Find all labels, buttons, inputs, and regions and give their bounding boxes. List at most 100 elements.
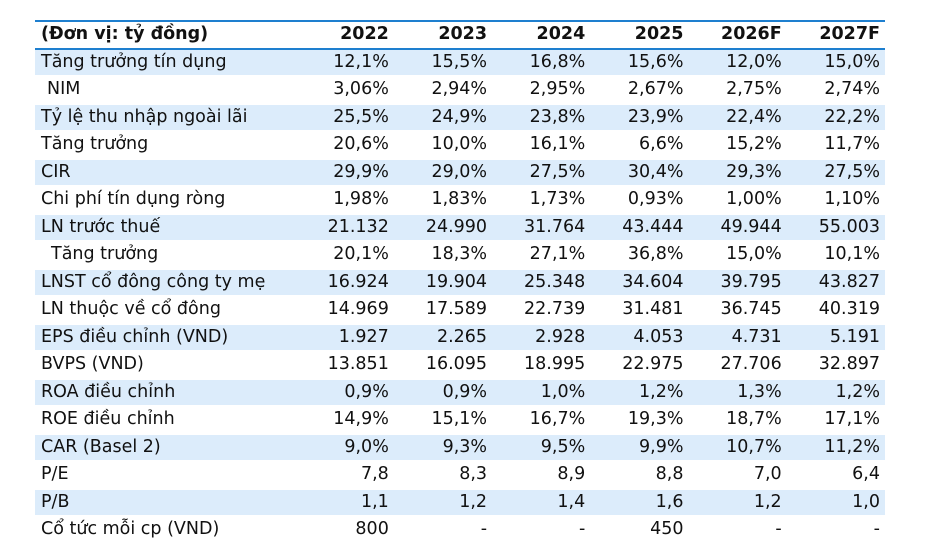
cell-value: 8,8	[590, 461, 689, 490]
cell-value: 40.319	[786, 296, 885, 325]
table-row: LNST cổ đông công ty mẹ 16.924 19.904 25.34…	[35, 268, 885, 297]
table-row: ROA điều chỉnh 0,9% 0,9% 1,0% 1,2% 1,3% 1,2%	[35, 378, 885, 407]
table-row: P/E 7,8 8,3 8,9 8,8 7,0 6,4	[35, 461, 885, 490]
cell-value: 17.589	[393, 296, 493, 325]
cell-value: 24.990	[393, 213, 493, 242]
cell-value: 1,0	[786, 488, 885, 517]
cell-value: 1,2%	[786, 378, 885, 407]
cell-value: 15,5%	[393, 48, 493, 77]
table-row: NIM 3,06% 2,94% 2,95% 2,67% 2,75% 2,74%	[35, 76, 885, 105]
cell-value: 31.764	[492, 213, 591, 242]
row-label: ROE điều chỉnh	[35, 406, 296, 435]
cell-value: 1,0%	[492, 378, 591, 407]
cell-value: 1,2%	[590, 378, 689, 407]
cell-value: 29,3%	[688, 158, 787, 187]
cell-value: 8,3	[393, 461, 493, 490]
cell-value: 11,2%	[786, 433, 885, 462]
cell-value: 55.003	[786, 213, 885, 242]
cell-value: 2,75%	[688, 76, 787, 105]
table-header-row: (Đơn vị: tỷ đồng) 2022 2023 2024 2025 20…	[35, 20, 885, 50]
cell-value: 20,1%	[295, 241, 394, 270]
cell-value: 18.995	[492, 351, 591, 380]
year-header: 2027F	[786, 20, 885, 50]
unit-label: (Đơn vị: tỷ đồng)	[35, 20, 296, 50]
cell-value: 9,9%	[590, 433, 689, 462]
row-label: Chi phí tín dụng ròng	[35, 186, 296, 215]
cell-value: 6,6%	[590, 131, 689, 160]
cell-value: 19.904	[393, 268, 493, 297]
cell-value: 1,83%	[393, 186, 493, 215]
cell-value: 17,1%	[786, 406, 885, 435]
cell-value: 11,7%	[786, 131, 885, 160]
cell-value: 2,94%	[393, 76, 493, 105]
cell-value: 1,3%	[688, 378, 787, 407]
cell-value: 15,0%	[786, 48, 885, 77]
cell-value: 3,06%	[295, 76, 394, 105]
row-label: BVPS (VND)	[35, 351, 296, 380]
table-body: Tăng trưởng tín dụng 12,1% 15,5% 16,8% 15,6%…	[35, 48, 885, 545]
cell-value: 36.745	[688, 296, 787, 325]
year-header: 2024	[492, 20, 591, 50]
table-row: Tăng trưởng tín dụng 12,1% 15,5% 16,8% 15,6%…	[35, 48, 885, 77]
table-row: CIR 29,9% 29,0% 27,5% 30,4% 29,3% 27,5%	[35, 158, 885, 187]
row-label: LN thuộc về cổ đông	[35, 296, 296, 325]
table-row: LN thuộc về cổ đông 14.969 17.589 22.739 31.…	[35, 296, 885, 325]
cell-value: 23,8%	[492, 103, 591, 132]
table-row: Cổ tức mỗi cp (VND) 800- -450- -	[35, 516, 885, 545]
cell-value: 27,5%	[786, 158, 885, 187]
cell-value: 1,10%	[786, 186, 885, 215]
cell-value: 16,7%	[492, 406, 591, 435]
cell-value: 34.604	[590, 268, 689, 297]
cell-value: 2,67%	[590, 76, 689, 105]
cell-value: 9,5%	[492, 433, 591, 462]
table-row: Chi phí tín dụng ròng 1,98% 1,83% 1,73% 0,93…	[35, 186, 885, 215]
cell-value: 20,6%	[295, 131, 394, 160]
cell-value: 16.924	[295, 268, 394, 297]
cell-value: 30,4%	[590, 158, 689, 187]
cell-value: 1,1	[295, 488, 394, 517]
cell-value: -	[786, 516, 885, 545]
cell-value: 15,1%	[393, 406, 493, 435]
cell-value: 21.132	[295, 213, 394, 242]
cell-value: 800	[295, 516, 394, 545]
cell-value: 18,3%	[393, 241, 493, 270]
year-header: 2026F	[688, 20, 787, 50]
cell-value: 10,1%	[786, 241, 885, 270]
cell-value: 39.795	[688, 268, 787, 297]
cell-value: 23,9%	[590, 103, 689, 132]
cell-value: 49.944	[688, 213, 787, 242]
table-row: Tăng trưởng 20,1% 18,3% 27,1% 36,8% 15,0% 10,1…	[35, 241, 885, 270]
table-row: EPS điều chỉnh (VND) 1.927 2.265 2.928 4.053…	[35, 323, 885, 352]
cell-value: 2,95%	[492, 76, 591, 105]
row-label: Tăng trưởng	[35, 241, 296, 270]
cell-value: 15,0%	[688, 241, 787, 270]
cell-value: 43.827	[786, 268, 885, 297]
cell-value: 22,2%	[786, 103, 885, 132]
cell-value: 1,73%	[492, 186, 591, 215]
cell-value: 13.851	[295, 351, 394, 380]
table-row: Tỷ lệ thu nhập ngoài lãi 25,5% 24,9% 23,8% 2…	[35, 103, 885, 132]
cell-value: 12,0%	[688, 48, 787, 77]
cell-value: 19,3%	[590, 406, 689, 435]
cell-value: 24,9%	[393, 103, 493, 132]
row-label: CAR (Basel 2)	[35, 433, 296, 462]
cell-value: -	[492, 516, 591, 545]
cell-value: 1,4	[492, 488, 591, 517]
cell-value: 22,4%	[688, 103, 787, 132]
cell-value: -	[688, 516, 787, 545]
cell-value: 5.191	[786, 323, 885, 352]
cell-value: 10,0%	[393, 131, 493, 160]
cell-value: 1,2	[393, 488, 493, 517]
cell-value: 27,1%	[492, 241, 591, 270]
row-label: Tăng trưởng tín dụng	[35, 48, 296, 77]
cell-value: 1,00%	[688, 186, 787, 215]
row-label: Tăng trưởng	[35, 131, 296, 160]
financial-forecast-table: (Đơn vị: tỷ đồng) 2022 2023 2024 2025 20…	[35, 20, 885, 545]
table-row: LN trước thuế 21.132 24.990 31.764 43.444 49.…	[35, 213, 885, 242]
cell-value: 4.731	[688, 323, 787, 352]
table-row: CAR (Basel 2) 9,0% 9,3% 9,5% 9,9% 10,7% 11,2%	[35, 433, 885, 462]
row-label: LNST cổ đông công ty mẹ	[35, 268, 296, 297]
cell-value: 1.927	[295, 323, 394, 352]
cell-value: 31.481	[590, 296, 689, 325]
cell-value: 7,0	[688, 461, 787, 490]
